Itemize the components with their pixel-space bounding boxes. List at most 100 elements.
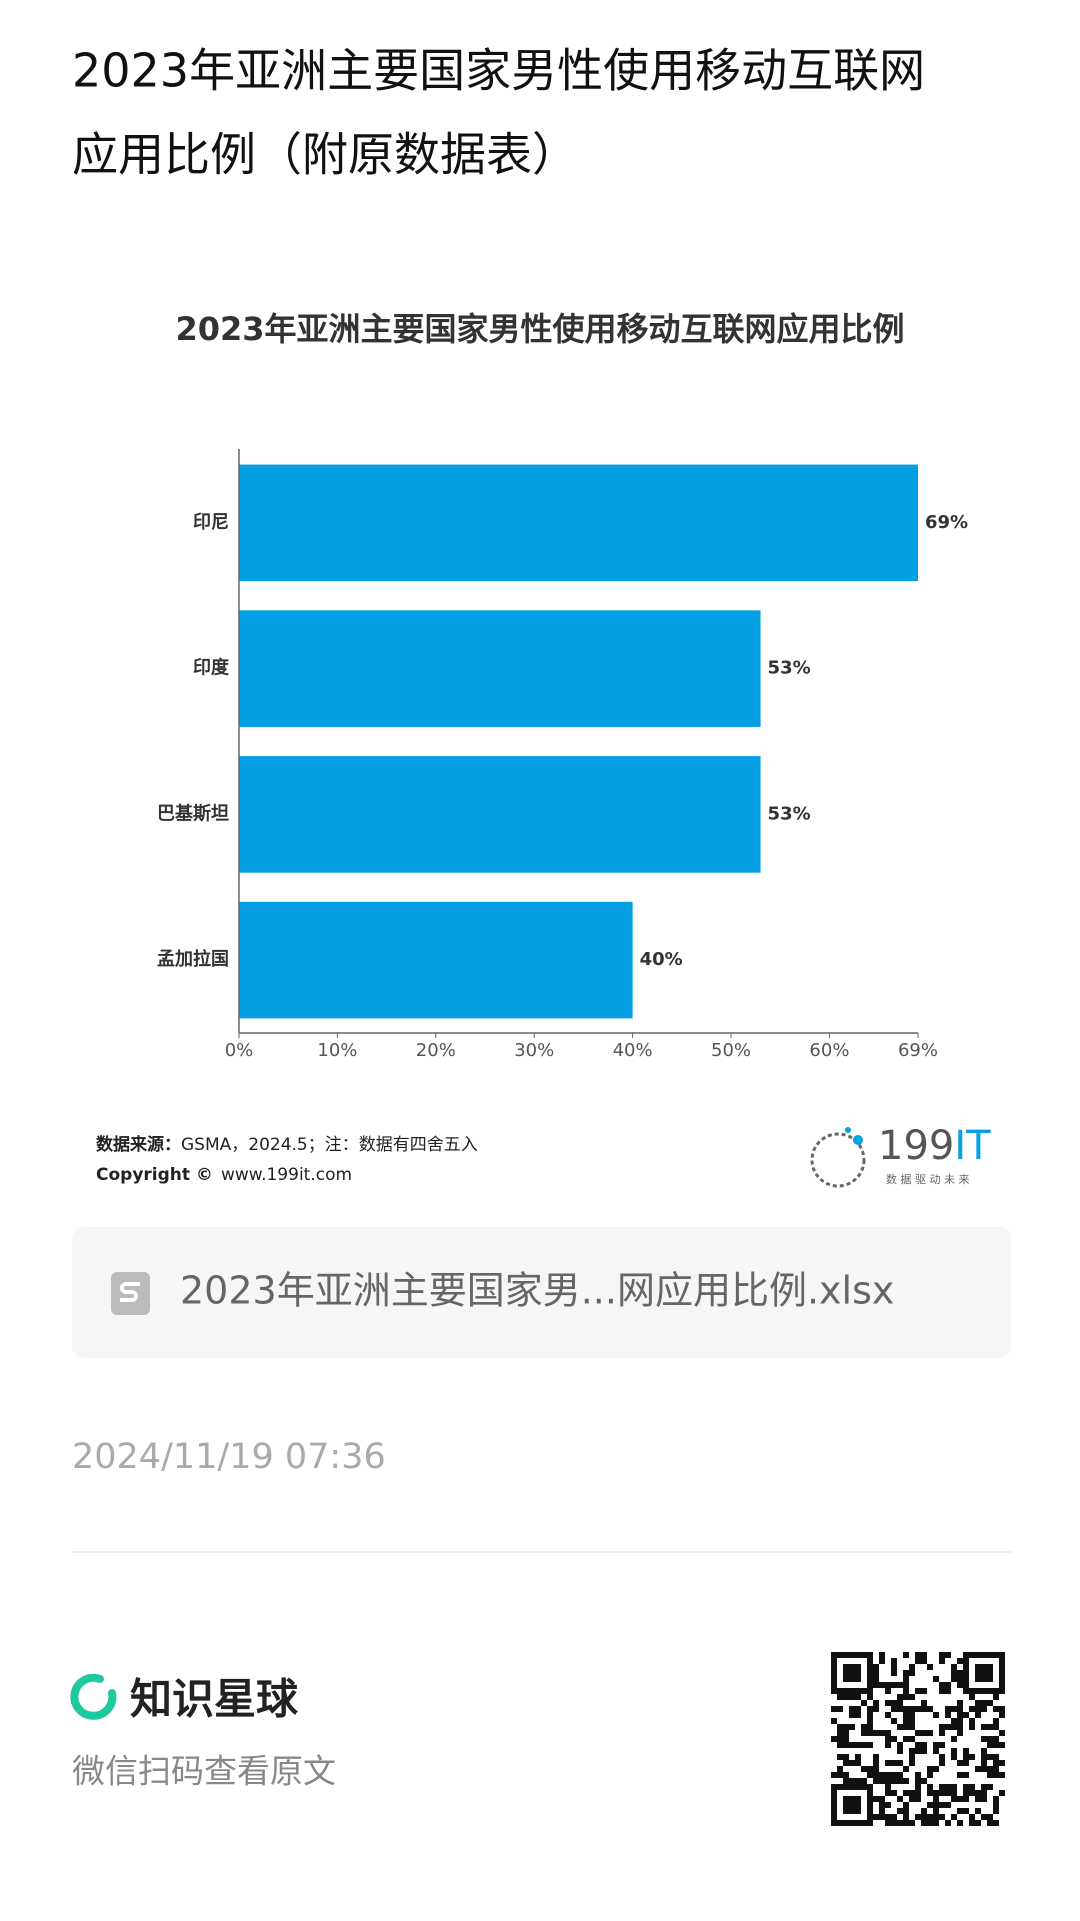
qr-module <box>843 1760 849 1766</box>
qr-module <box>993 1688 999 1694</box>
category-label: 巴基斯坦 <box>157 802 229 824</box>
qr-module <box>843 1778 849 1784</box>
qr-module <box>969 1724 975 1730</box>
qr-module <box>945 1682 951 1688</box>
qr-module <box>957 1670 963 1676</box>
qr-module <box>933 1802 939 1808</box>
qr-module <box>981 1736 987 1742</box>
copyright: Copyright © www.199it.com <box>96 1165 352 1185</box>
qr-module <box>843 1820 849 1826</box>
qr-module <box>993 1754 999 1760</box>
qr-module <box>879 1730 885 1736</box>
qr-module <box>909 1724 915 1730</box>
data-label: 69% <box>925 512 968 533</box>
qr-module <box>993 1742 999 1748</box>
qr-module <box>855 1688 861 1694</box>
qr-module <box>867 1820 873 1826</box>
qr-module <box>903 1814 909 1820</box>
qr-module <box>885 1820 891 1826</box>
qr-module <box>849 1664 855 1670</box>
source: 数据来源：GSMA，2024.5；注：数据有四舍五入 <box>96 1134 478 1155</box>
qr-module <box>903 1790 909 1796</box>
qr-module <box>885 1802 891 1808</box>
qr-module <box>843 1688 849 1694</box>
data-label: 53% <box>768 803 811 824</box>
qr-module <box>987 1772 993 1778</box>
qr-module <box>981 1760 987 1766</box>
qr-module <box>939 1802 945 1808</box>
qr-module <box>915 1658 921 1664</box>
bar <box>239 901 633 1019</box>
qr-module <box>855 1712 861 1718</box>
logo-icon <box>810 1132 866 1188</box>
qr-module <box>891 1706 897 1712</box>
qr-module <box>909 1670 915 1676</box>
qr-module <box>999 1712 1005 1718</box>
qr-module <box>861 1820 867 1826</box>
qr-module <box>981 1754 987 1760</box>
qr-module <box>981 1796 987 1802</box>
qr-module <box>891 1664 897 1670</box>
qr-module <box>867 1766 873 1772</box>
qr-module <box>867 1694 873 1700</box>
x-tick-label: 0% <box>225 1040 254 1061</box>
qr-module <box>849 1724 855 1730</box>
qr-module <box>867 1814 873 1820</box>
qr-module <box>867 1652 873 1658</box>
qr-module <box>909 1718 915 1724</box>
qr-module <box>969 1718 975 1724</box>
qr-module <box>951 1754 957 1760</box>
qr-module <box>843 1664 849 1670</box>
qr-module <box>969 1790 975 1796</box>
qr-module <box>933 1790 939 1796</box>
qr-module <box>873 1676 879 1682</box>
qr-module <box>963 1760 969 1766</box>
qr-module <box>909 1736 915 1742</box>
qr-module <box>879 1796 885 1802</box>
qr-module <box>873 1682 879 1688</box>
qr-module <box>963 1790 969 1796</box>
qr-module <box>975 1676 981 1682</box>
qr-module <box>903 1688 909 1694</box>
qr-module <box>861 1700 867 1706</box>
qr-module <box>975 1706 981 1712</box>
qr-module <box>891 1814 897 1820</box>
brand-name: 知识星球 <box>130 1675 299 1724</box>
qr-module <box>837 1652 843 1658</box>
qr-module <box>897 1748 903 1754</box>
file-card[interactable] <box>72 1227 1011 1358</box>
qr-module <box>981 1814 987 1820</box>
qr-module <box>981 1652 987 1658</box>
qr-module <box>909 1664 915 1670</box>
qr-module <box>999 1742 1005 1748</box>
qr-module <box>849 1820 855 1826</box>
qr-module <box>891 1820 897 1826</box>
logo-text: 199IT <box>878 1123 991 1169</box>
qr-module <box>897 1772 903 1778</box>
qr-module <box>891 1772 897 1778</box>
qr-module <box>891 1736 897 1742</box>
qr-module <box>867 1808 873 1814</box>
qr-module <box>861 1730 867 1736</box>
qr-module <box>927 1814 933 1820</box>
qr-module <box>915 1652 921 1658</box>
qr-module <box>993 1694 999 1700</box>
qr-module <box>933 1748 939 1754</box>
qr-module <box>933 1742 939 1748</box>
qr-module <box>843 1736 849 1742</box>
qr-module <box>957 1676 963 1682</box>
qr-module <box>843 1694 849 1700</box>
qr-module <box>969 1754 975 1760</box>
qr-module <box>837 1742 843 1748</box>
qr-module <box>915 1742 921 1748</box>
qr-code[interactable] <box>831 1652 1005 1826</box>
qr-module <box>903 1682 909 1688</box>
qr-module <box>837 1706 843 1712</box>
x-tick-label: 20% <box>416 1040 456 1061</box>
file-name[interactable]: 2023年亚洲主要国家男...网应用比例.xlsx <box>180 1269 894 1313</box>
qr-module <box>879 1652 885 1658</box>
qr-module <box>951 1670 957 1676</box>
logo-icon <box>853 1135 863 1145</box>
logo-number: 199 <box>878 1123 954 1169</box>
qr-module <box>951 1706 957 1712</box>
